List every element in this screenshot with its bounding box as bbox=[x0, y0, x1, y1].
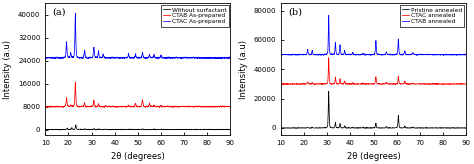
Text: (b): (b) bbox=[288, 7, 302, 16]
Pristine annealed bbox=[300, 127, 305, 129]
Legend: Without surfactant, CTAB As-prepared, CTAC As-prepared: Without surfactant, CTAB As-prepared, CT… bbox=[161, 5, 228, 27]
CTAC As-prepared bbox=[53, 58, 58, 60]
CTAB annealed bbox=[440, 54, 446, 56]
Pristine annealed bbox=[278, 127, 284, 129]
CTAC annealed bbox=[299, 83, 305, 85]
CTAC As-prepared bbox=[73, 12, 78, 14]
Pristine annealed bbox=[349, 127, 355, 129]
Line: CTAB annealed: CTAB annealed bbox=[281, 15, 466, 55]
Without surfactant bbox=[121, 128, 127, 130]
CTAC annealed bbox=[438, 83, 444, 85]
CTAC As-prepared bbox=[74, 56, 80, 58]
CTAB annealed bbox=[349, 53, 355, 55]
CTAB As-prepared bbox=[64, 98, 69, 100]
Pristine annealed bbox=[293, 127, 299, 129]
X-axis label: 2θ (degrees): 2θ (degrees) bbox=[111, 152, 164, 161]
Legend: Pristine annealed, CTAC annealed, CTAB annealed: Pristine annealed, CTAC annealed, CTAB a… bbox=[400, 5, 465, 27]
Without surfactant bbox=[204, 129, 210, 131]
CTAB As-prepared bbox=[113, 106, 119, 108]
CTAB annealed bbox=[357, 54, 363, 56]
CTAB annealed bbox=[278, 53, 284, 55]
Without surfactant bbox=[224, 128, 230, 130]
Pristine annealed bbox=[460, 127, 465, 129]
Y-axis label: Intensity (a.u): Intensity (a.u) bbox=[3, 40, 12, 99]
Line: CTAC As-prepared: CTAC As-prepared bbox=[45, 13, 230, 59]
Without surfactant bbox=[228, 129, 233, 131]
CTAC As-prepared bbox=[121, 57, 127, 59]
CTAC annealed bbox=[310, 83, 316, 85]
CTAC annealed bbox=[357, 83, 363, 85]
CTAB As-prepared bbox=[204, 105, 210, 107]
CTAB As-prepared bbox=[228, 106, 233, 108]
Line: CTAB As-prepared: CTAB As-prepared bbox=[45, 82, 230, 107]
Line: Without surfactant: Without surfactant bbox=[45, 125, 230, 130]
Pristine annealed bbox=[440, 127, 446, 129]
CTAB As-prepared bbox=[42, 105, 48, 107]
CTAC As-prepared bbox=[64, 42, 69, 44]
Line: Pristine annealed: Pristine annealed bbox=[281, 91, 466, 128]
CTAB annealed bbox=[300, 53, 305, 55]
CTAB annealed bbox=[288, 54, 294, 56]
Pristine annealed bbox=[310, 127, 316, 129]
X-axis label: 2θ (degrees): 2θ (degrees) bbox=[346, 152, 401, 161]
Without surfactant bbox=[73, 124, 79, 126]
CTAB As-prepared bbox=[73, 81, 78, 83]
CTAC annealed bbox=[278, 83, 284, 85]
Line: CTAC annealed: CTAC annealed bbox=[281, 58, 466, 84]
CTAB As-prepared bbox=[224, 105, 230, 107]
CTAB annealed bbox=[463, 54, 469, 56]
CTAC As-prepared bbox=[114, 57, 119, 59]
Without surfactant bbox=[58, 129, 64, 131]
Without surfactant bbox=[42, 129, 48, 131]
CTAC annealed bbox=[460, 83, 465, 85]
CTAB annealed bbox=[460, 53, 465, 55]
CTAB annealed bbox=[326, 14, 331, 16]
CTAC annealed bbox=[349, 83, 355, 85]
CTAB As-prepared bbox=[202, 106, 208, 108]
Without surfactant bbox=[74, 128, 80, 130]
CTAC annealed bbox=[463, 83, 469, 85]
CTAB As-prepared bbox=[121, 106, 127, 108]
Text: (a): (a) bbox=[53, 7, 66, 16]
CTAC As-prepared bbox=[42, 57, 48, 59]
CTAC As-prepared bbox=[228, 57, 233, 59]
CTAC As-prepared bbox=[204, 57, 210, 59]
CTAC annealed bbox=[326, 57, 331, 59]
CTAC annealed bbox=[440, 83, 446, 85]
CTAC As-prepared bbox=[224, 57, 230, 59]
Pristine annealed bbox=[326, 90, 331, 92]
Pristine annealed bbox=[463, 127, 469, 129]
Y-axis label: Intensity (a.u): Intensity (a.u) bbox=[239, 40, 248, 99]
CTAB annealed bbox=[310, 53, 316, 55]
Pristine annealed bbox=[357, 127, 363, 129]
Without surfactant bbox=[64, 128, 69, 130]
CTAB As-prepared bbox=[74, 105, 80, 107]
Without surfactant bbox=[114, 129, 119, 131]
